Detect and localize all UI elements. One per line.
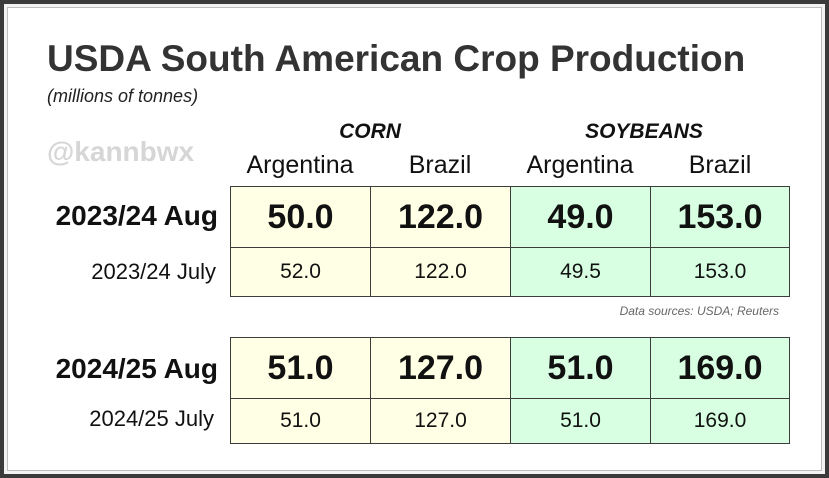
table-cell-2023-24-aug-corn-argentina: 50.0 xyxy=(230,186,371,248)
table-cell-2024-25-aug-corn-brazil: 127.0 xyxy=(370,337,511,399)
chart-subtitle: (millions of tonnes) xyxy=(47,86,199,106)
group-label-corn: CORN xyxy=(339,120,401,143)
column-header-corn-brazil: Brazil xyxy=(408,151,472,179)
column-header-soybeans-brazil: Brazil xyxy=(688,151,752,179)
group-label-soybeans: SOYBEANS xyxy=(585,120,703,143)
table-cell-2024-25-july-soybeans-brazil: 169.0 xyxy=(650,398,790,444)
table-cell-2023-24-july-soybeans-brazil: 153.0 xyxy=(650,247,790,297)
table-cell-2024-25-aug-soybeans-brazil: 169.0 xyxy=(650,337,790,399)
row-label-2023-24-july: 2023/24 July xyxy=(91,259,216,284)
table-cell-2024-25-july-soybeans-argentina: 51.0 xyxy=(510,398,651,444)
table-cell-2024-25-july-corn-brazil: 127.0 xyxy=(370,398,511,444)
table-cell-2024-25-aug-corn-argentina: 51.0 xyxy=(230,337,371,399)
column-header-soybeans-argentina: Argentina xyxy=(526,151,634,179)
table-cell-2024-25-aug-soybeans-argentina: 51.0 xyxy=(510,337,651,399)
row-label-2024-25-july: 2024/25 July xyxy=(89,406,214,431)
row-label-2024-25-aug: 2024/25 Aug xyxy=(55,353,218,384)
table-cell-2023-24-july-corn-brazil: 122.0 xyxy=(370,247,511,297)
table-cell-2023-24-aug-soybeans-brazil: 153.0 xyxy=(650,186,790,248)
watermark-handle: @kannbwx xyxy=(47,136,195,167)
table-cell-2023-24-aug-corn-brazil: 122.0 xyxy=(370,186,511,248)
table-cell-2023-24-july-soybeans-argentina: 49.5 xyxy=(510,247,651,297)
table-cell-2023-24-aug-soybeans-argentina: 49.0 xyxy=(510,186,651,248)
table-cell-2023-24-july-corn-argentina: 52.0 xyxy=(230,247,371,297)
column-header-corn-argentina: Argentina xyxy=(246,151,354,179)
data-source-note: Data sources: USDA; Reuters xyxy=(619,304,779,318)
row-label-2023-24-aug: 2023/24 Aug xyxy=(55,200,218,231)
chart-title: USDA South American Crop Production xyxy=(47,38,746,79)
table-cell-2024-25-july-corn-argentina: 51.0 xyxy=(230,398,371,444)
